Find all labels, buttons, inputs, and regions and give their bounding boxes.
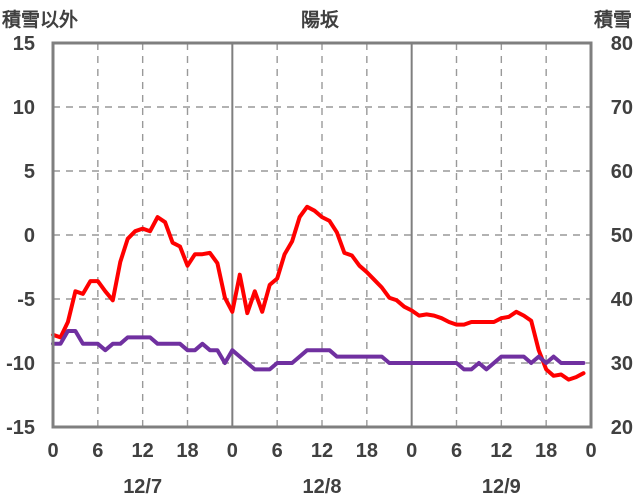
left-axis-label: 積雪以外	[2, 8, 78, 31]
chart-title: 陽坂	[301, 9, 340, 31]
right-tick-label: 60	[611, 161, 633, 183]
right-tick-label: 40	[611, 289, 633, 311]
left-tick-label: -15	[6, 417, 35, 439]
date-label: 12/8	[303, 476, 342, 498]
x-tick-label: 12	[132, 440, 154, 462]
x-tick-label: 18	[535, 440, 557, 462]
left-y-ticks: 15 10 5 0 -5 -10 -15	[6, 33, 35, 439]
left-tick-label: 0	[24, 225, 35, 247]
right-y-ticks: 80 70 60 50 40 30 20	[611, 33, 633, 439]
right-tick-label: 30	[611, 353, 633, 375]
left-tick-label: -5	[17, 289, 35, 311]
right-axis-label: 積雪	[594, 8, 632, 31]
x-tick-label: 0	[47, 440, 58, 462]
date-labels: 12/7 12/8 12/9	[123, 476, 521, 498]
date-label: 12/9	[482, 476, 521, 498]
left-tick-label: 5	[24, 161, 35, 183]
x-ticks: 0 6 12 18 0 6 12 18 0 6 12 18 0	[47, 440, 596, 462]
x-tick-label: 18	[356, 440, 378, 462]
x-tick-label: 12	[311, 440, 333, 462]
x-tick-label: 0	[585, 440, 596, 462]
x-tick-label: 18	[176, 440, 198, 462]
right-tick-label: 70	[611, 97, 633, 119]
right-tick-label: 50	[611, 225, 633, 247]
series-line	[51, 204, 586, 382]
x-tick-label: 6	[92, 440, 103, 462]
date-label: 12/7	[123, 476, 162, 498]
x-tick-label: 0	[406, 440, 417, 462]
left-tick-label: 10	[13, 97, 35, 119]
x-tick-label: 6	[451, 440, 462, 462]
right-tick-label: 20	[611, 417, 633, 439]
plot-frame	[51, 41, 593, 429]
grid	[53, 43, 591, 427]
series-line	[51, 329, 586, 372]
x-tick-label: 6	[272, 440, 283, 462]
right-tick-label: 80	[611, 33, 633, 55]
series-group	[51, 204, 586, 382]
left-tick-label: 15	[13, 33, 35, 55]
left-tick-label: -10	[6, 353, 35, 375]
x-tick-label: 0	[227, 440, 238, 462]
x-tick-label: 12	[490, 440, 512, 462]
